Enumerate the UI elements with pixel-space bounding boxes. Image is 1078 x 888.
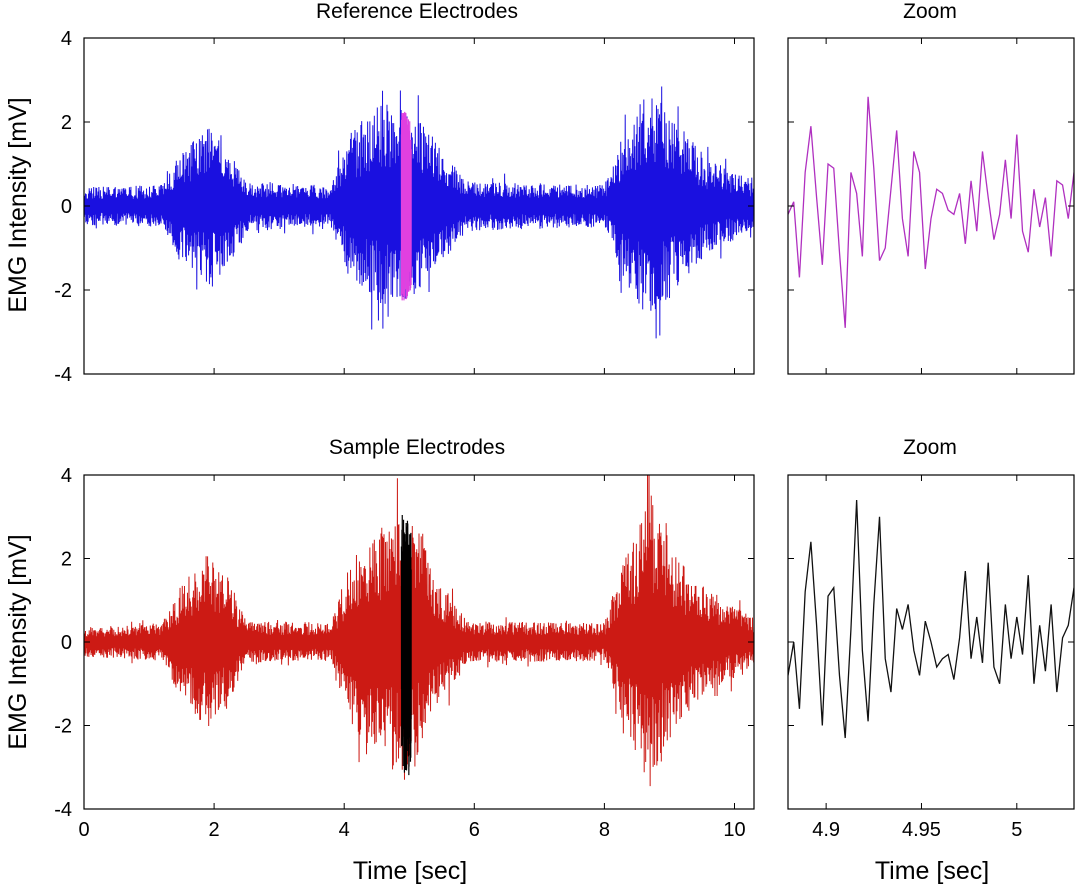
- y-tick-label: -4: [54, 799, 72, 821]
- series-group-2: [84, 475, 754, 787]
- y-tick-label: 4: [61, 28, 72, 50]
- signal-trace: [84, 475, 754, 787]
- panel-title-zoom-top: Zoom: [903, 0, 957, 23]
- x-tick-label: 4.9: [812, 819, 840, 841]
- panel-title-sample: Sample Electrodes: [329, 436, 505, 459]
- zoom-window-highlight: [400, 111, 412, 301]
- x-tick-label: 0: [78, 819, 89, 841]
- panel-title-zoom-bottom: Zoom: [903, 436, 957, 459]
- panel-title-reference: Reference Electrodes: [316, 0, 518, 23]
- x-tick-label: 6: [469, 819, 480, 841]
- zoom-trace: [788, 96, 1074, 328]
- series-group-3: [788, 500, 1074, 739]
- series-group-0: [84, 86, 754, 339]
- y-tick-label: 2: [61, 549, 72, 571]
- y-tick-label: -4: [54, 364, 72, 386]
- zoom-window-highlight: [400, 514, 412, 776]
- x-tick-label: 8: [599, 819, 610, 841]
- y-axis-label-bottom: EMG Intensity [mV]: [4, 534, 32, 749]
- y-tick-label: 0: [61, 196, 72, 218]
- y-tick-label: -2: [54, 716, 72, 738]
- series-group-1: [788, 96, 1074, 328]
- y-tick-label: 4: [61, 465, 72, 487]
- x-tick-label: 4: [339, 819, 350, 841]
- x-axis-label-main: Time [sec]: [353, 857, 467, 885]
- y-tick-label: -2: [54, 280, 72, 302]
- x-tick-label: 4.95: [902, 819, 941, 841]
- y-tick-label: 0: [61, 632, 72, 654]
- x-tick-label: 2: [209, 819, 220, 841]
- x-axis-label-zoom: Time [sec]: [875, 857, 989, 885]
- x-tick-label: 10: [723, 819, 745, 841]
- axes-frame: [787, 37, 1075, 375]
- zoom-trace: [788, 500, 1074, 739]
- x-tick-label: 5: [1011, 819, 1022, 841]
- plot-area: 4 2 0 -2 -4 4 2 0 -2 -4 0 2 4 6 8 10 4.9 4.95 5: [54, 28, 1075, 841]
- y-tick-label: 2: [61, 112, 72, 134]
- y-axis-label-top: EMG Intensity [mV]: [4, 97, 32, 312]
- signal-trace: [84, 86, 754, 339]
